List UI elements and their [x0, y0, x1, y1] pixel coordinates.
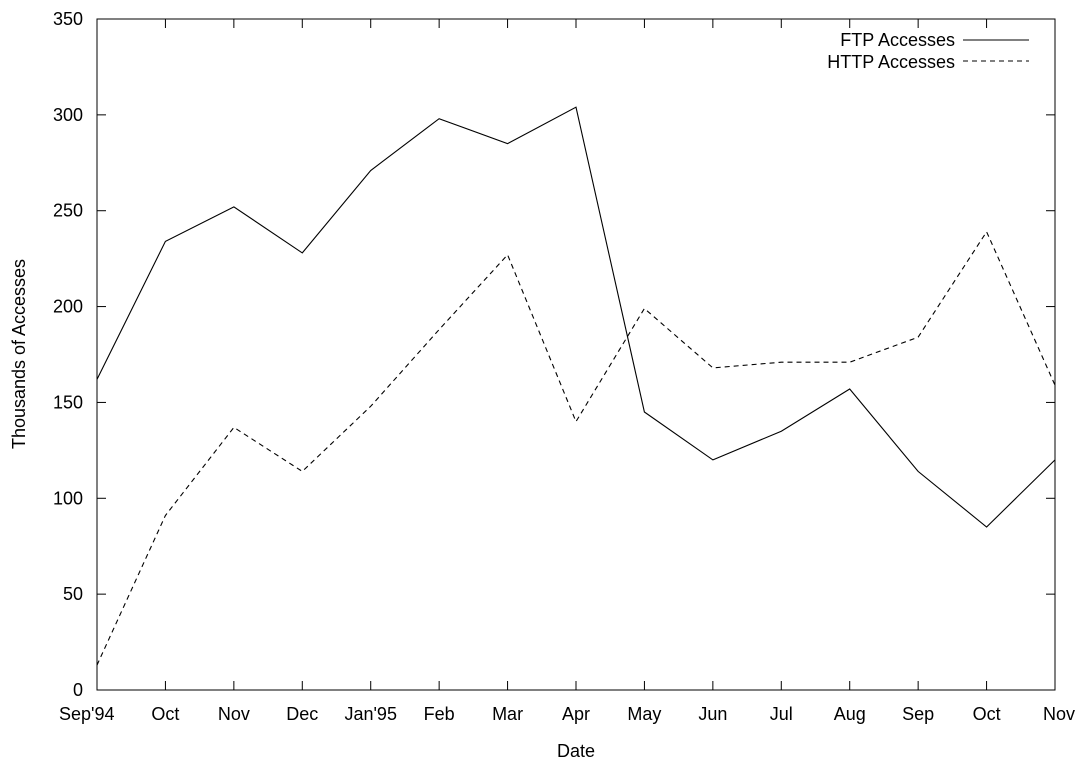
x-tick-label: Oct [151, 704, 179, 724]
x-axis: Sep'94 Oct Nov Dec Jan'95 Feb Mar Apr May Jun Jul A… [59, 19, 1075, 724]
y-tick-label: 350 [53, 9, 83, 29]
x-tick-label: Dec [286, 704, 318, 724]
x-tick-label: Apr [562, 704, 590, 724]
x-tick-label: May [627, 704, 661, 724]
y-tick-label: 300 [53, 105, 83, 125]
x-tick-label: Nov [1043, 704, 1075, 724]
x-tick-label: Feb [424, 704, 455, 724]
series-line-http [96, 230, 1056, 666]
y-axis: 0 50 100 150 200 250 300 350 [53, 9, 1055, 700]
x-tick-label: Oct [973, 704, 1001, 724]
plot-frame [96, 18, 1056, 691]
x-axis-title: Date [557, 741, 595, 761]
legend-label-ftp: FTP Accesses [840, 30, 955, 50]
y-tick-label: 0 [73, 680, 83, 700]
x-tick-label: Sep'94 [59, 704, 115, 724]
y-tick-label: 150 [53, 392, 83, 412]
y-tick-label: 50 [63, 584, 83, 604]
x-tick-label: Jul [770, 704, 793, 724]
y-tick-label: 200 [53, 297, 83, 317]
legend-label-http: HTTP Accesses [827, 52, 955, 72]
y-axis-title: Thousands of Accesses [9, 259, 29, 449]
x-tick-label: Aug [834, 704, 866, 724]
x-tick-label: Nov [218, 704, 250, 724]
y-tick-label: 100 [53, 488, 83, 508]
x-tick-label: Jan'95 [344, 704, 396, 724]
x-tick-label: Sep [902, 704, 934, 724]
legend: FTP Accesses HTTP Accesses [827, 30, 1029, 72]
x-tick-label: Mar [492, 704, 523, 724]
series-layer [96, 106, 1056, 666]
series-line-ftp [96, 106, 1056, 528]
y-tick-label: 250 [53, 201, 83, 221]
x-tick-label: Jun [698, 704, 727, 724]
